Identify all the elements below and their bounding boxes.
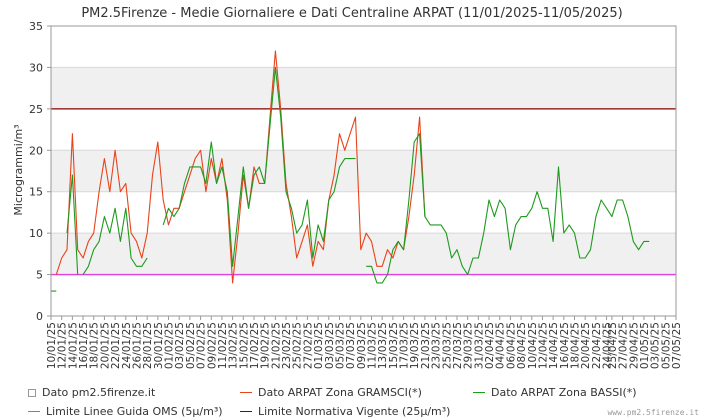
x-tick-label: 14/01/25 [67, 322, 79, 369]
x-tick-label: 09/03/25 [356, 322, 368, 369]
x-tick-label: 09/02/25 [206, 322, 218, 369]
x-tick-label: 12/01/25 [57, 322, 69, 369]
x-tick-label: 03/03/25 [324, 322, 336, 369]
x-tick-label: 10/01/25 [46, 322, 58, 369]
x-tick-label: 25/02/25 [292, 322, 304, 369]
y-tick-label: 15 [29, 186, 43, 199]
x-tick-label: 05/05/25 [660, 322, 672, 369]
legend-swatch-line [240, 411, 252, 412]
grid-band [51, 67, 676, 109]
legend: Dato pm2.5firenze.it Dato ARPAT Zona GRA… [0, 380, 705, 420]
x-tick-label: 25/03/25 [441, 322, 453, 369]
y-tick-label: 35 [29, 20, 43, 33]
plot-frame [50, 25, 677, 317]
x-tick-label: 27/04/25 [618, 322, 630, 369]
x-tick-label: 15/02/25 [238, 322, 250, 369]
legend-label: Dato ARPAT Zona BASSI(*) [491, 386, 637, 399]
x-tick-label: 03/05/25 [650, 322, 662, 369]
x-tick-label: 29/03/25 [463, 322, 475, 369]
x-tick-label: 16/04/25 [559, 322, 571, 369]
legend-item-pm25firenze: Dato pm2.5firenze.it [28, 386, 155, 399]
chart-title: PM2.5Firenze - Medie Giornaliere e Dati … [81, 6, 622, 21]
x-tick-label: 05/03/25 [334, 322, 346, 369]
y-tick-label: 25 [29, 103, 43, 116]
x-tick-label: 29/04/25 [628, 322, 640, 369]
y-axis-label: Microgrammi/m³ [12, 124, 25, 215]
x-tick-label: 28/01/25 [142, 322, 154, 369]
x-tick-label: 13/02/25 [228, 322, 240, 369]
x-tick-label: 19/02/25 [260, 322, 272, 369]
x-tick-label: 17/03/25 [399, 322, 411, 369]
x-tick-label: 25/04/25 [607, 322, 619, 369]
legend-item-bassi: Dato ARPAT Zona BASSI(*) [473, 386, 637, 399]
grid-band [51, 150, 676, 192]
legend-swatch-box [28, 388, 36, 397]
y-tick-label: 10 [29, 227, 43, 240]
series-line [55, 50, 426, 284]
x-tick-label: 23/02/25 [281, 322, 293, 369]
x-tick-label: 30/01/25 [153, 322, 165, 369]
x-tick-label: 10/04/25 [527, 322, 539, 369]
y-tick-label: 0 [36, 310, 43, 323]
x-axis-ticks: 10/01/2512/01/2514/01/2516/01/2518/01/25… [46, 316, 683, 369]
x-tick-label: 22/01/25 [110, 322, 122, 369]
x-tick-label: 31/03/25 [473, 322, 485, 369]
x-tick-label: 11/03/25 [367, 322, 379, 369]
x-tick-label: 07/05/25 [671, 322, 683, 369]
x-tick-label: 03/02/25 [174, 322, 186, 369]
legend-swatch-line [28, 411, 40, 412]
legend-item-oms: Limite Linee Guida OMS (5µ/m³) [28, 405, 223, 418]
x-tick-label: 01/05/25 [639, 322, 651, 369]
x-tick-label: 04/04/25 [495, 322, 507, 369]
legend-swatch-line [240, 392, 252, 393]
reference-lines [51, 108, 676, 276]
x-tick-label: 14/04/25 [548, 322, 560, 369]
x-tick-label: 01/03/25 [313, 322, 325, 369]
x-tick-label: 27/02/25 [302, 322, 314, 369]
x-tick-label: 07/03/25 [345, 322, 357, 369]
x-tick-label: 21/03/25 [420, 322, 432, 369]
x-tick-label: 18/01/25 [89, 322, 101, 369]
x-tick-label: 20/01/25 [99, 322, 111, 369]
x-tick-label: 23/03/25 [431, 322, 443, 369]
legend-label: Limite Normativa Vigente (25µ/m³) [258, 405, 451, 418]
x-tick-label: 13/03/25 [377, 322, 389, 369]
chart-svg: PM2.5Firenze - Medie Giornaliere e Dati … [12, 6, 683, 369]
grid-band [51, 233, 676, 275]
x-tick-label: 07/02/25 [196, 322, 208, 369]
x-tick-label: 02/04/25 [484, 322, 496, 369]
series-line [51, 66, 650, 292]
legend-item-normativa: Limite Normativa Vigente (25µ/m³) [240, 405, 450, 418]
x-tick-label: 24/01/25 [121, 322, 133, 369]
x-tick-label: 08/04/25 [516, 322, 528, 369]
y-tick-label: 20 [29, 144, 43, 157]
y-axis-ticks: 0 5 10 15 20 25 30 35 [29, 20, 51, 323]
x-tick-label: 06/04/25 [505, 322, 517, 369]
legend-item-gramsci: Dato ARPAT Zona GRAMSCI(*) [240, 386, 422, 399]
x-tick-label: 22/04/25 [591, 322, 603, 369]
x-tick-label: 27/03/25 [452, 322, 464, 369]
watermark: www.pm2.5firenze.it [607, 408, 699, 417]
x-tick-label: 15/03/25 [388, 322, 400, 369]
x-tick-label: 19/03/25 [409, 322, 421, 369]
x-tick-label: 18/04/25 [570, 322, 582, 369]
x-tick-label: 17/02/25 [249, 322, 261, 369]
x-tick-label: 20/04/25 [580, 322, 592, 369]
legend-label: Limite Linee Guida OMS (5µ/m³) [46, 405, 223, 418]
x-tick-label: 16/01/25 [78, 322, 90, 369]
x-tick-label: 12/04/25 [537, 322, 549, 369]
legend-swatch-line [473, 392, 485, 393]
x-tick-label: 05/02/25 [185, 322, 197, 369]
y-tick-label: 5 [36, 269, 43, 282]
y-tick-label: 30 [29, 61, 43, 74]
x-tick-label: 01/02/25 [164, 322, 176, 369]
x-tick-label: 26/01/25 [131, 322, 143, 369]
x-tick-label: 24/04/25 [602, 322, 614, 369]
series-lines [51, 50, 650, 292]
x-tick-label: 21/02/25 [270, 322, 282, 369]
legend-label: Dato ARPAT Zona GRAMSCI(*) [258, 386, 422, 399]
legend-label: Dato pm2.5firenze.it [42, 386, 156, 399]
x-tick-label: 11/02/25 [217, 322, 229, 369]
